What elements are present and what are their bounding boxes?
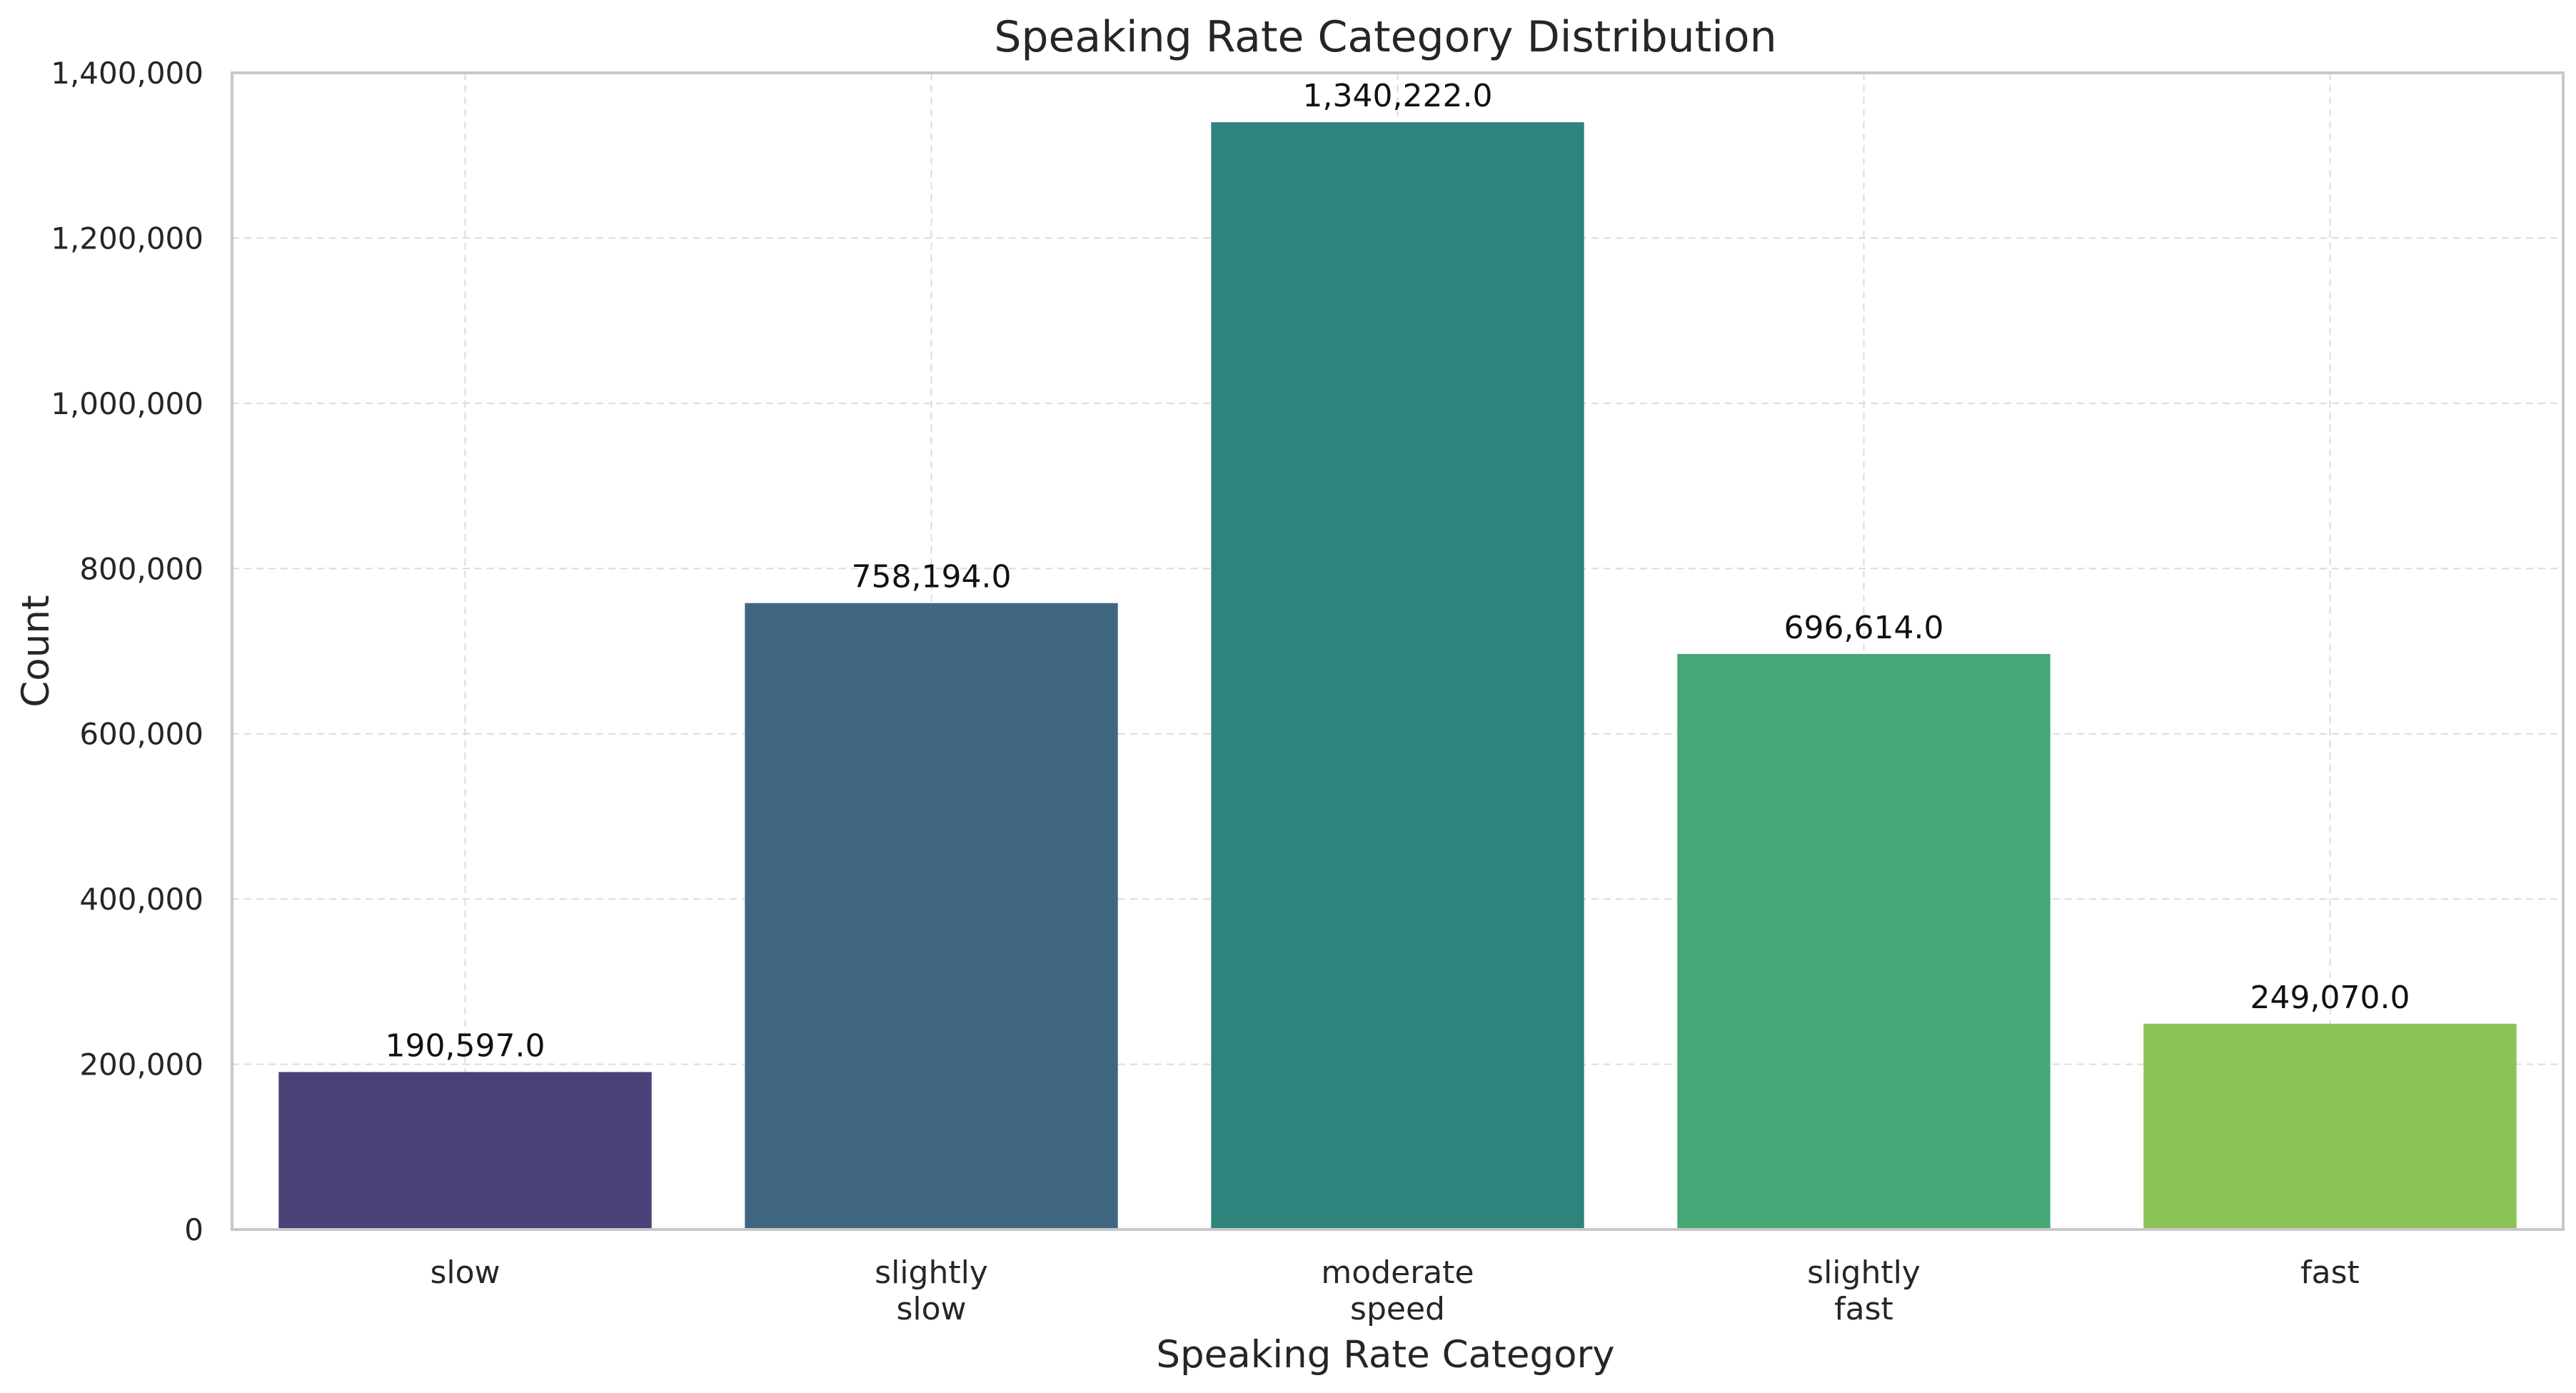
bars: [278, 122, 2517, 1230]
x-tick-label-line: speed: [1350, 1291, 1445, 1327]
data-label: 696,614.0: [1784, 610, 1944, 646]
y-tick-label: 0: [184, 1212, 203, 1247]
data-label: 758,194.0: [852, 559, 1012, 595]
y-axis-title: Count: [14, 595, 58, 707]
data-labels: 190,597.0 758,194.0 1,340,222.0 696,614.0 24…: [386, 78, 2410, 1064]
data-label: 190,597.0: [386, 1027, 545, 1064]
y-tick-label: 1,400,000: [51, 56, 203, 91]
y-tick-label: 1,200,000: [51, 221, 203, 256]
x-tick-label: slow: [430, 1254, 500, 1291]
x-tick-label-line: moderate: [1321, 1254, 1474, 1291]
x-axis-title: Speaking Rate Category: [1156, 1333, 1614, 1377]
x-tick-label: slightly slow: [875, 1254, 988, 1327]
x-tick-label-line: slightly: [1807, 1254, 1921, 1291]
y-tick-label: 600,000: [79, 717, 203, 752]
x-tick-label-line: fast: [2300, 1254, 2360, 1291]
x-tick-label-line: slow: [896, 1291, 966, 1327]
y-tick-label: 800,000: [79, 551, 203, 586]
x-tick-label: fast: [2300, 1254, 2360, 1291]
x-tick-label-line: slow: [430, 1254, 500, 1291]
bar-fast: [2143, 1023, 2517, 1229]
x-tick-label-line: fast: [1834, 1291, 1893, 1327]
data-label: 249,070.0: [2250, 980, 2410, 1016]
bar-slow: [278, 1072, 652, 1229]
data-label: 1,340,222.0: [1303, 78, 1493, 114]
x-tick-label: slightly fast: [1807, 1254, 1921, 1327]
y-tick-label: 1,000,000: [51, 386, 203, 421]
y-tick-label: 400,000: [79, 882, 203, 917]
x-tick-label: moderate speed: [1321, 1254, 1474, 1327]
x-tick-label-line: slightly: [875, 1254, 988, 1291]
y-tick-label: 200,000: [79, 1047, 203, 1082]
bar-slightly-slow: [745, 603, 1118, 1229]
bar-moderate-speed: [1211, 122, 1584, 1230]
y-axis-ticks: 0 200,000 400,000 600,000 800,000 1,000,000 1,…: [51, 56, 203, 1247]
bar-slightly-fast: [1677, 653, 2051, 1229]
plot-frame: [231, 71, 2565, 1231]
chart-title: Speaking Rate Category Distribution: [994, 12, 1776, 62]
